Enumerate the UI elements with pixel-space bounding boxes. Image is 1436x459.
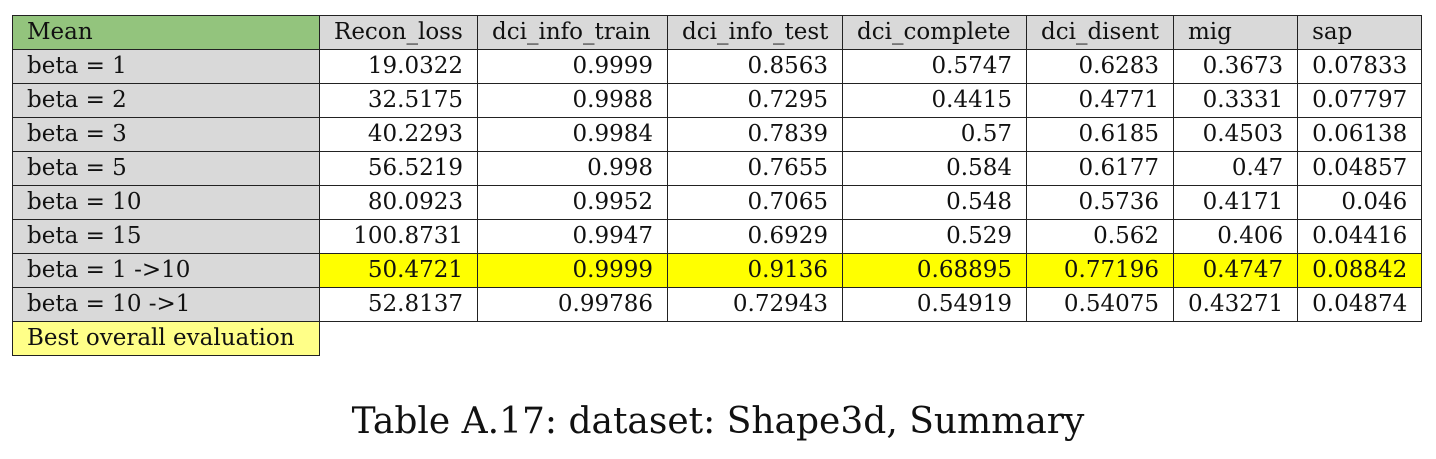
table-cell: 0.07797 (1297, 83, 1423, 118)
table-cell: 0.998 (477, 151, 668, 186)
table-cell: 0.562 (1026, 219, 1174, 254)
table-cell: 0.9136 (667, 253, 843, 288)
empty-cell (668, 322, 843, 356)
column-header: sap (1297, 15, 1423, 50)
column-header: mig (1172, 15, 1299, 50)
table-cell: 0.6283 (1026, 49, 1174, 84)
legend-best-overall: Best overall evaluation (12, 321, 320, 356)
row-label: beta = 10 ->1 (12, 287, 320, 322)
table-cell: 0.7295 (667, 83, 843, 118)
table-cell: 0.3673 (1172, 49, 1299, 84)
row-label: beta = 10 (12, 185, 320, 220)
table-cell: 0.6185 (1026, 117, 1174, 152)
row-label: beta = 15 (12, 219, 320, 254)
table-cell: 19.0322 (319, 49, 478, 84)
empty-cell (1174, 322, 1298, 356)
legend-row: Best overall evaluation (12, 321, 1422, 356)
results-table-wrapper: Mean Recon_loss dci_info_train dci_info_tes… (12, 15, 1423, 356)
column-header: dci_disent (1026, 15, 1174, 50)
table-cell: 0.5736 (1026, 185, 1174, 220)
table-cell: 0.54075 (1026, 287, 1174, 322)
table-cell: 0.5747 (842, 49, 1027, 84)
table-row: beta = 10 80.0923 0.9952 0.7065 0.548 0.5736 0… (12, 185, 1423, 220)
table-cell: 0.6177 (1026, 151, 1174, 186)
table-row: beta = 1 ->10 50.4721 0.9999 0.9136 0.68895 0… (12, 253, 1423, 288)
table-cell: 0.4503 (1172, 117, 1299, 152)
table-cell: 32.5175 (319, 83, 478, 118)
table-row: beta = 10 ->1 52.8137 0.99786 0.72943 0.5491… (12, 287, 1423, 322)
table-cell: 0.4171 (1172, 185, 1299, 220)
table-body: Mean Recon_loss dci_info_train dci_info_tes… (12, 15, 1423, 356)
table-cell: 0.046 (1297, 185, 1423, 220)
row-label: beta = 1 (12, 49, 320, 84)
table-row: beta = 5 56.5219 0.998 0.7655 0.584 0.6177 0.4… (12, 151, 1423, 186)
table-cell: 0.4415 (842, 83, 1027, 118)
row-label: beta = 5 (12, 151, 320, 186)
table-cell: 0.9988 (477, 83, 668, 118)
table-cell: 52.8137 (319, 287, 478, 322)
table-cell: 0.7065 (667, 185, 843, 220)
column-header: Recon_loss (319, 15, 478, 50)
row-label: beta = 3 (12, 117, 320, 152)
table-cell: 0.9999 (477, 49, 668, 84)
column-header: dci_complete (842, 15, 1027, 50)
table-cell: 0.8563 (667, 49, 843, 84)
results-table: Mean Recon_loss dci_info_train dci_info_tes… (12, 15, 1423, 356)
table-cell: 100.8731 (319, 219, 478, 254)
table-row: beta = 1 19.0322 0.9999 0.8563 0.5747 0.6283 0… (12, 49, 1423, 84)
empty-cell (1298, 322, 1422, 356)
table-cell: 0.43271 (1172, 287, 1299, 322)
table-cell: 0.07833 (1297, 49, 1423, 84)
table-cell: 0.7655 (667, 151, 843, 186)
table-cell: 0.68895 (842, 253, 1027, 288)
column-header: dci_info_test (667, 15, 843, 50)
table-cell: 0.72943 (667, 287, 843, 322)
column-header: dci_info_train (477, 15, 668, 50)
column-header: Mean (12, 15, 320, 50)
row-label: beta = 1 ->10 (12, 253, 320, 288)
table-cell: 0.4771 (1026, 83, 1174, 118)
empty-cell (843, 322, 1027, 356)
table-cell: 0.04874 (1297, 287, 1423, 322)
table-cell: 0.406 (1172, 219, 1299, 254)
table-header-row: Mean Recon_loss dci_info_train dci_info_tes… (12, 15, 1423, 50)
table-cell: 0.04416 (1297, 219, 1423, 254)
table-cell: 0.4747 (1172, 253, 1299, 288)
table-cell: 0.9999 (477, 253, 668, 288)
table-cell: 0.529 (842, 219, 1027, 254)
table-cell: 56.5219 (319, 151, 478, 186)
empty-cell (478, 322, 668, 356)
table-cell: 0.57 (842, 117, 1027, 152)
table-cell: 80.0923 (319, 185, 478, 220)
table-cell: 0.08842 (1297, 253, 1423, 288)
table-cell: 0.584 (842, 151, 1027, 186)
table-cell: 0.04857 (1297, 151, 1423, 186)
table-row: beta = 15 100.8731 0.9947 0.6929 0.529 0.562 0… (12, 219, 1423, 254)
table-cell: 0.9952 (477, 185, 668, 220)
table-cell: 0.54919 (842, 287, 1027, 322)
table-cell: 0.6929 (667, 219, 843, 254)
empty-cell (1027, 322, 1174, 356)
table-cell: 0.99786 (477, 287, 668, 322)
table-cell: 50.4721 (319, 253, 478, 288)
empty-cell (320, 322, 478, 356)
table-cell: 0.06138 (1297, 117, 1423, 152)
table-cell: 0.3331 (1172, 83, 1299, 118)
table-cell: 0.77196 (1026, 253, 1174, 288)
table-cell: 0.7839 (667, 117, 843, 152)
table-cell: 40.2293 (319, 117, 478, 152)
table-cell: 0.47 (1172, 151, 1299, 186)
table-cell: 0.9947 (477, 219, 668, 254)
table-caption: Table A.17: dataset: Shape3d, Summary (351, 401, 1085, 442)
table-row: beta = 2 32.5175 0.9988 0.7295 0.4415 0.4771 0… (12, 83, 1423, 118)
table-row: beta = 3 40.2293 0.9984 0.7839 0.57 0.6185 0.4… (12, 117, 1423, 152)
row-label: beta = 2 (12, 83, 320, 118)
table-cell: 0.548 (842, 185, 1027, 220)
table-cell: 0.9984 (477, 117, 668, 152)
